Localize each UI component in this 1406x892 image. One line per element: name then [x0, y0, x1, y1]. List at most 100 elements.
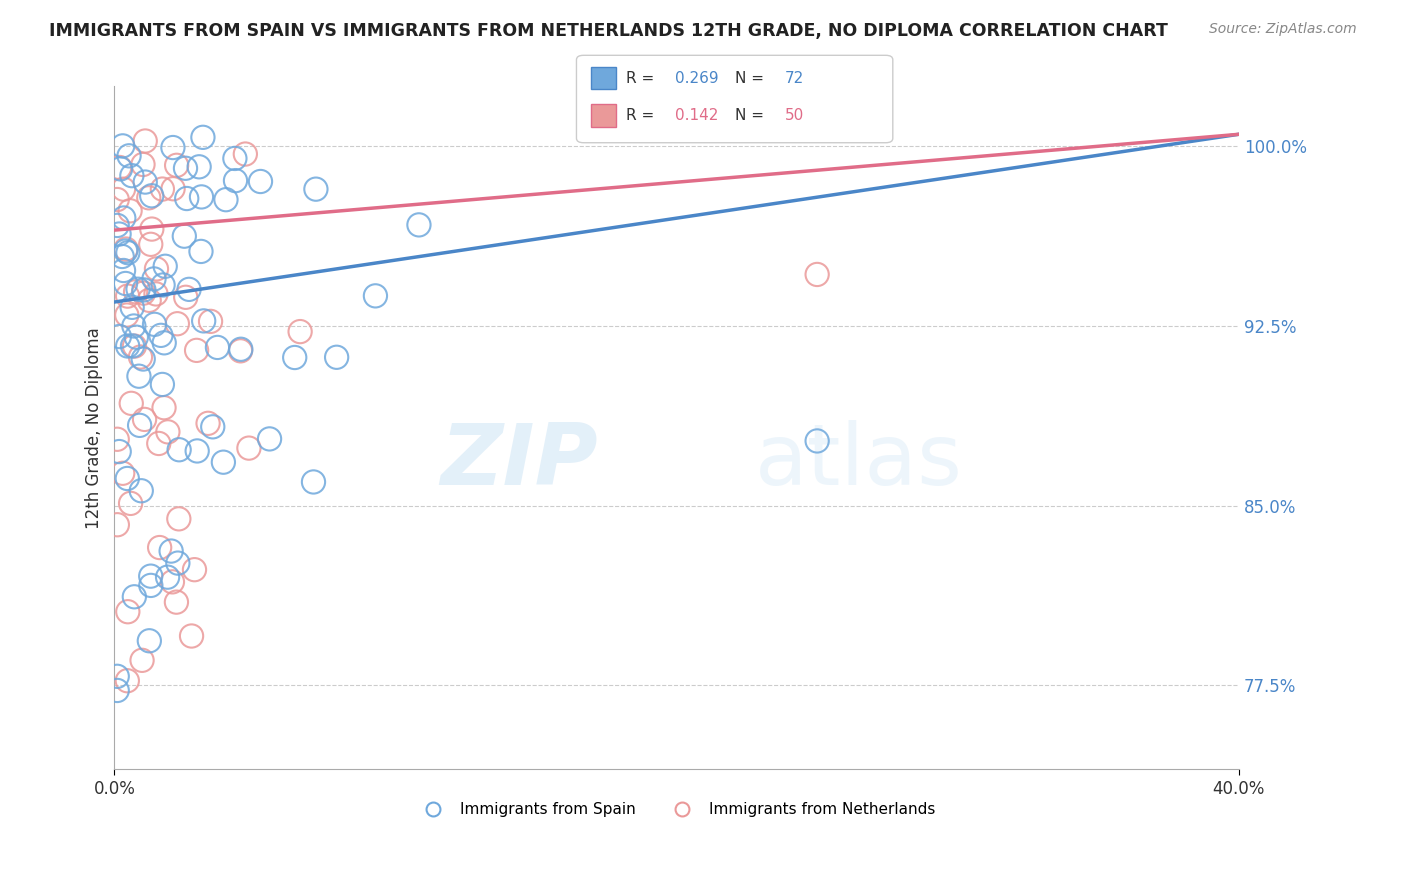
- Point: [111, 467, 134, 481]
- Point: [134, 134, 156, 148]
- Text: 0.142: 0.142: [675, 109, 718, 123]
- Point: [117, 245, 139, 260]
- Text: atlas: atlas: [755, 420, 963, 503]
- Point: [162, 182, 184, 196]
- Point: [112, 182, 135, 196]
- Point: [174, 161, 197, 176]
- Point: [186, 343, 208, 358]
- Point: [114, 244, 136, 258]
- Point: [111, 139, 134, 153]
- Point: [197, 417, 219, 431]
- Point: [224, 173, 246, 187]
- Point: [129, 350, 152, 364]
- Text: 72: 72: [785, 71, 804, 86]
- Point: [162, 140, 184, 154]
- Point: [121, 169, 143, 183]
- Point: [108, 227, 131, 241]
- Point: [249, 174, 271, 188]
- Point: [152, 277, 174, 292]
- Point: [806, 268, 828, 282]
- Point: [224, 152, 246, 166]
- Point: [105, 432, 128, 446]
- Point: [145, 287, 167, 301]
- Legend: Immigrants from Spain, Immigrants from Netherlands: Immigrants from Spain, Immigrants from N…: [412, 796, 942, 823]
- Point: [153, 335, 176, 350]
- Point: [190, 190, 212, 204]
- Point: [167, 512, 190, 526]
- Point: [305, 182, 328, 196]
- Point: [148, 436, 170, 450]
- Point: [132, 286, 155, 301]
- Point: [134, 412, 156, 426]
- Point: [141, 222, 163, 236]
- Point: [139, 237, 162, 252]
- Point: [121, 339, 143, 353]
- Point: [105, 517, 128, 532]
- Point: [167, 442, 190, 457]
- Point: [150, 182, 173, 196]
- Point: [117, 673, 139, 688]
- Point: [229, 343, 252, 358]
- Point: [190, 244, 212, 259]
- Point: [117, 471, 139, 485]
- Point: [284, 351, 307, 365]
- Point: [124, 285, 146, 299]
- Point: [162, 574, 184, 589]
- Point: [288, 325, 311, 339]
- Point: [117, 289, 139, 303]
- Point: [176, 192, 198, 206]
- Point: [114, 277, 136, 291]
- Point: [124, 339, 146, 353]
- Point: [105, 683, 128, 698]
- Point: [155, 260, 177, 274]
- Point: [112, 211, 135, 225]
- Point: [141, 188, 163, 202]
- Point: [188, 160, 211, 174]
- Point: [121, 301, 143, 315]
- Point: [238, 441, 260, 455]
- Point: [166, 556, 188, 570]
- Point: [139, 569, 162, 583]
- Point: [156, 570, 179, 584]
- Point: [105, 219, 128, 233]
- Point: [112, 263, 135, 277]
- Point: [183, 563, 205, 577]
- Point: [174, 290, 197, 304]
- Point: [200, 314, 222, 328]
- Point: [132, 283, 155, 297]
- Point: [138, 633, 160, 648]
- Point: [143, 318, 166, 332]
- Point: [259, 432, 281, 446]
- Point: [193, 314, 215, 328]
- Point: [129, 483, 152, 498]
- Point: [215, 193, 238, 207]
- Point: [108, 329, 131, 343]
- Point: [173, 229, 195, 244]
- Point: [132, 157, 155, 171]
- Point: [117, 339, 139, 353]
- Point: [143, 272, 166, 286]
- Point: [325, 351, 347, 365]
- Point: [166, 317, 188, 331]
- Point: [115, 308, 138, 322]
- Point: [132, 351, 155, 366]
- Point: [125, 330, 148, 344]
- Point: [127, 282, 149, 296]
- Point: [165, 595, 187, 609]
- Point: [111, 250, 134, 264]
- Point: [105, 193, 128, 207]
- Point: [180, 629, 202, 643]
- Point: [806, 434, 828, 448]
- Point: [166, 158, 188, 172]
- Text: IMMIGRANTS FROM SPAIN VS IMMIGRANTS FROM NETHERLANDS 12TH GRADE, NO DIPLOMA CORR: IMMIGRANTS FROM SPAIN VS IMMIGRANTS FROM…: [49, 22, 1168, 40]
- Point: [124, 590, 146, 604]
- Y-axis label: 12th Grade, No Diploma: 12th Grade, No Diploma: [86, 327, 103, 529]
- Point: [364, 289, 387, 303]
- Point: [120, 496, 142, 510]
- Point: [108, 444, 131, 458]
- Point: [117, 605, 139, 619]
- Point: [160, 544, 183, 558]
- Point: [120, 203, 142, 218]
- Point: [302, 475, 325, 489]
- Point: [122, 318, 145, 333]
